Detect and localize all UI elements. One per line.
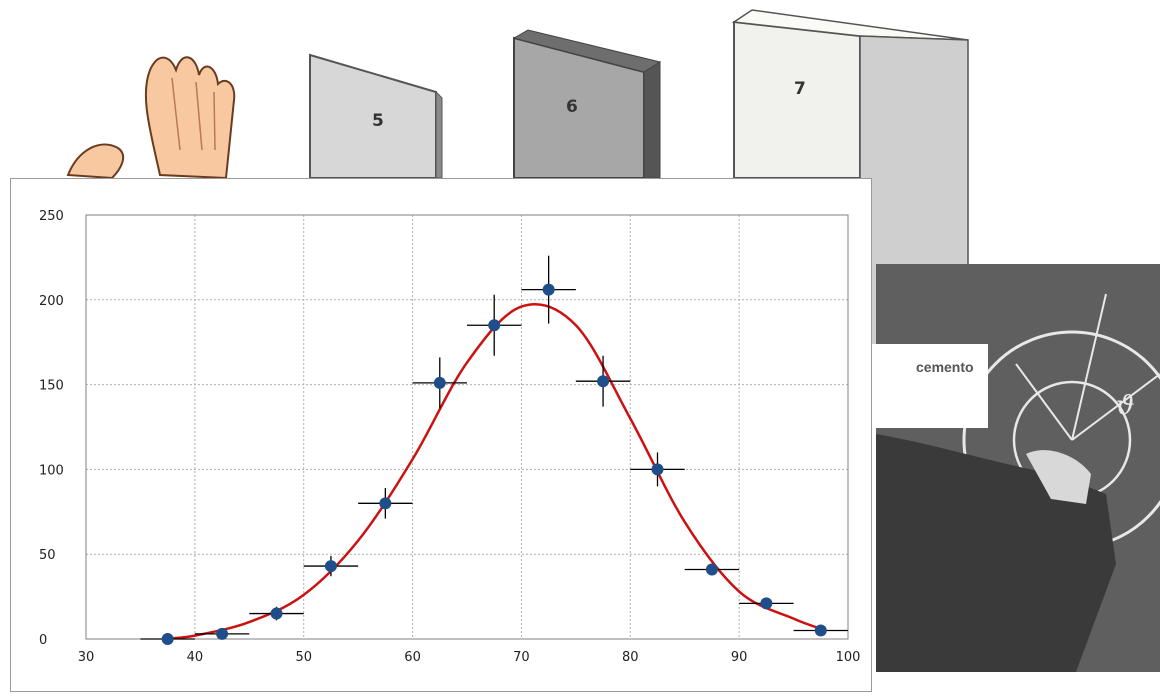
y-tick-label: 250 — [39, 209, 64, 224]
data-point — [705, 563, 718, 576]
panel-6-label: 6 — [566, 97, 578, 117]
panel-5-label: 5 — [372, 111, 384, 131]
data-point — [651, 463, 664, 476]
y-tick-label: 0 — [39, 633, 47, 648]
data-point — [161, 633, 174, 645]
y-tick-label: 200 — [39, 294, 64, 309]
blackboard-photo: ϑ — [876, 264, 1160, 672]
x-tick-label: 100 — [836, 650, 861, 665]
data-point — [814, 624, 827, 637]
x-tick-label: 70 — [513, 650, 530, 665]
chart-panel: 30 40 50 60 70 80 90 100 0 50 100 150 200 250 — [10, 178, 872, 692]
plot-area-frame — [85, 214, 849, 640]
panel-6-metal-plate: 6 — [512, 29, 662, 179]
data-point — [216, 627, 229, 640]
cement-label-card — [868, 344, 988, 428]
data-point — [760, 597, 773, 610]
scatter-chart: 30 40 50 60 70 80 90 100 0 50 100 150 200 250 — [39, 209, 861, 665]
cement-label: cemento — [916, 359, 974, 375]
x-tick-label: 30 — [78, 650, 95, 665]
data-point — [488, 319, 501, 332]
panel-5-thin-sheet: 5 — [309, 53, 443, 179]
x-tick-label: 40 — [187, 650, 204, 665]
x-tick-label: 90 — [731, 650, 748, 665]
data-point — [433, 376, 446, 389]
x-tick-label: 80 — [622, 650, 639, 665]
svg-text:ϑ: ϑ — [1116, 391, 1135, 421]
panel-7-label: 7 — [794, 79, 806, 99]
x-tick-label: 50 — [295, 650, 312, 665]
y-tick-label: 150 — [39, 379, 64, 394]
hand-illustration — [66, 56, 236, 180]
data-point — [270, 607, 283, 620]
data-point — [324, 560, 337, 573]
y-tick-label: 100 — [39, 463, 64, 478]
data-point — [542, 283, 555, 296]
y-tick-label: 50 — [39, 548, 56, 563]
data-point — [597, 375, 610, 388]
data-point — [379, 497, 392, 510]
x-tick-label: 60 — [404, 650, 421, 665]
